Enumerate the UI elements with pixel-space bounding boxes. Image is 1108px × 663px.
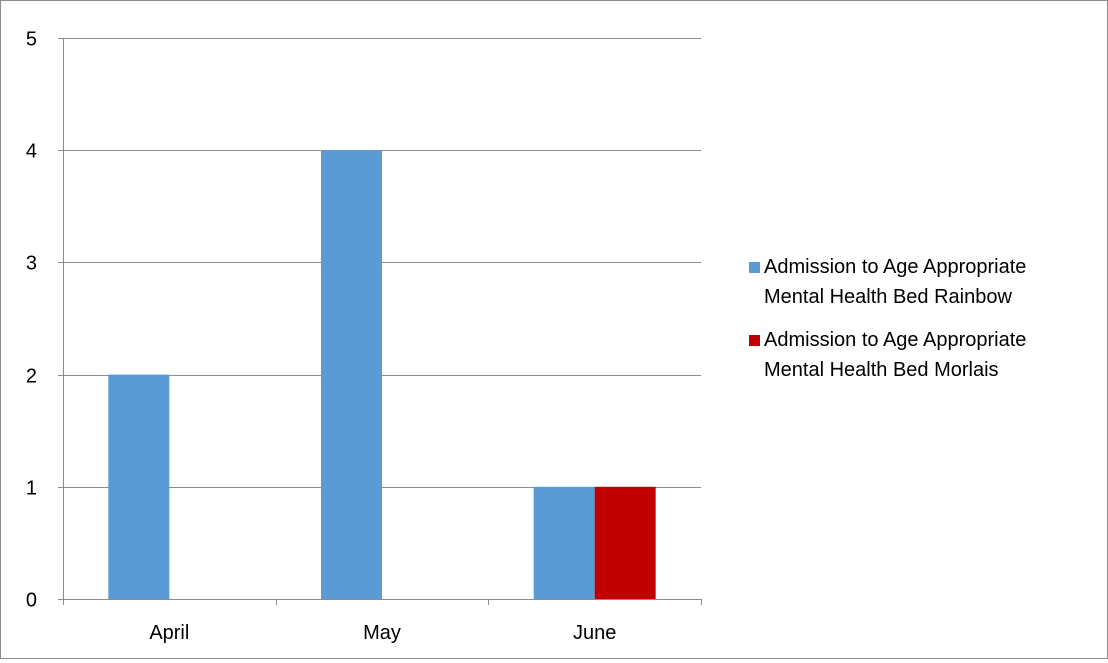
bar-june-series-2: [594, 486, 656, 599]
bar-may-series-1: [321, 150, 382, 599]
y-tick-label: 5: [26, 29, 37, 51]
x-tick-label: May: [363, 622, 401, 644]
y-tick-label: 3: [26, 253, 37, 275]
legend-item-rainbow: Admission to Age Appropriate Mental Heal…: [749, 252, 1099, 312]
legend-label-rainbow-line1: Admission to Age Appropriate: [764, 256, 1027, 278]
legend: Admission to Age Appropriate Mental Heal…: [749, 252, 1099, 398]
legend-label-rainbow-line2: Mental Health Bed Rainbow: [764, 286, 1012, 308]
bar-june-series-1: [533, 486, 595, 599]
legend-item-morlais: Admission to Age Appropriate Mental Heal…: [749, 325, 1099, 385]
x-tick-label: April: [149, 622, 189, 644]
legend-swatch-morlais: [749, 335, 760, 346]
y-tick-label: 2: [26, 366, 37, 388]
legend-swatch-rainbow: [749, 262, 760, 273]
bar-april-series-1: [108, 374, 170, 599]
y-tick-label: 0: [26, 590, 37, 612]
x-tick-label: June: [573, 622, 616, 644]
legend-label-morlais-line1: Admission to Age Appropriate: [764, 329, 1027, 351]
y-tick-label: 4: [26, 141, 37, 163]
legend-label-morlais-line2: Mental Health Bed Morlais: [764, 359, 999, 381]
y-tick-label: 1: [26, 478, 37, 500]
